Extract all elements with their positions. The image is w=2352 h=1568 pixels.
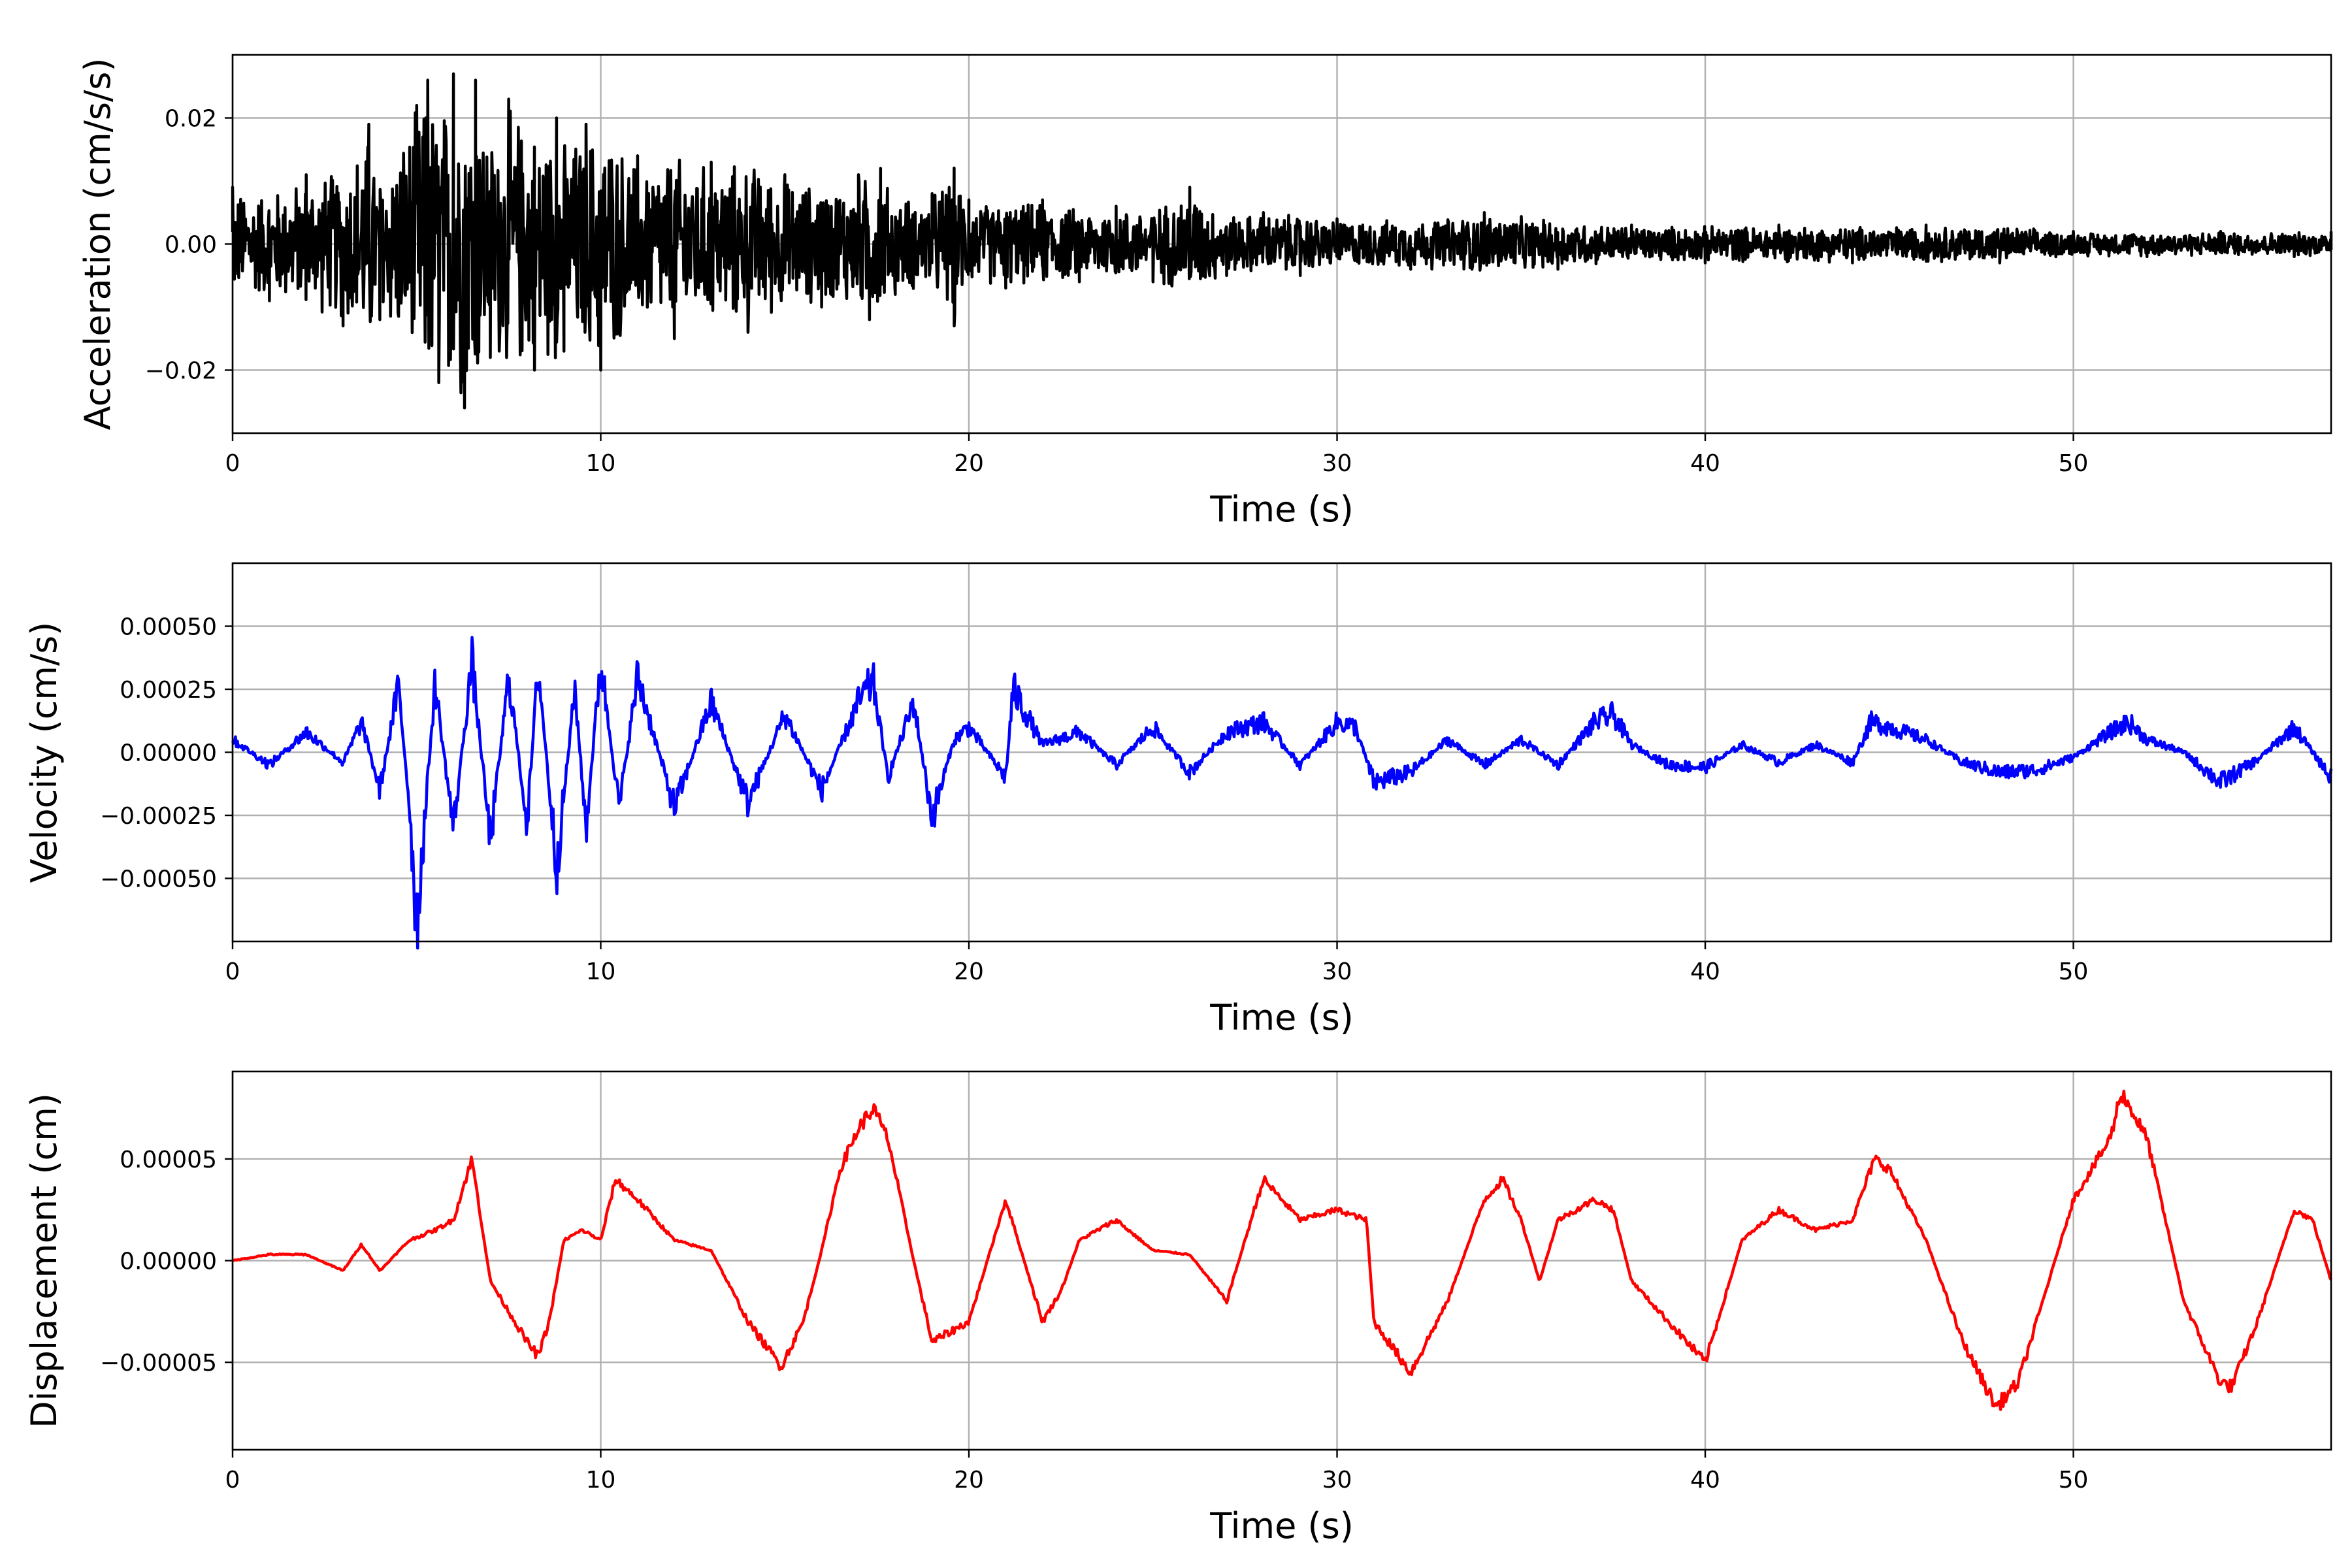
x-tick-label: 20 [954,958,984,985]
displacement-panel: 0 10 20 30 40 50 −0.00005 0.00000 0.00005 Time (s… [24,1070,2332,1546]
y-tick-label: −0.00025 [100,803,217,830]
x-tick-label: 40 [1690,450,1720,477]
x-axis-label: Time (s) [1209,1505,1354,1546]
x-tick-label: 10 [586,958,616,985]
displacement-series-line [232,1089,2332,1411]
velocity-panel: 0 10 20 30 40 50 −0.00050 −0.00025 0.00000 0.0002… [24,562,2333,1038]
x-tick-label: 20 [954,1467,984,1494]
y-axis-label: Displacement (cm) [24,1093,65,1428]
x-tick-label: 40 [1690,958,1720,985]
x-tick-label: 50 [2059,450,2089,477]
y-tick-label: 0.00 [165,232,217,259]
x-tick-label: 30 [1322,450,1352,477]
y-tick-label: 0.00005 [120,1147,217,1173]
grid [231,563,2331,941]
x-tick-label: 0 [225,1467,240,1494]
x-tick-label: 30 [1322,1467,1352,1494]
velocity-series-line [231,636,2333,950]
y-axis-label: Acceleration (cm/s/s) [77,58,118,431]
x-tick-label: 30 [1322,958,1352,985]
y-tick-label: 0.00000 [120,1249,217,1275]
y-tick-label: 0.00025 [120,677,217,704]
x-tick-label: 0 [225,958,240,985]
y-tick-label: 0.00050 [120,614,217,641]
grid [231,1071,2331,1450]
acceleration-series-line [231,72,2333,410]
x-axis-label: Time (s) [1209,997,1354,1038]
x-tick-label: 40 [1690,1467,1720,1494]
x-tick-label: 10 [586,450,616,477]
x-tick-label: 50 [2059,1467,2089,1494]
x-tick-label: 10 [586,1467,616,1494]
y-axis-label: Velocity (cm/s) [24,622,65,883]
y-tick-label: 0.02 [165,106,217,133]
x-tick-label: 50 [2059,958,2089,985]
y-tick-label: −0.00005 [100,1350,217,1377]
y-tick-label: −0.00050 [100,866,217,893]
x-tick-label: 20 [954,450,984,477]
y-tick-label: 0.00000 [120,740,217,767]
acceleration-panel: 0 10 20 30 40 50 −0.02 0.00 0.02 Time (s) Accelera… [77,54,2333,530]
y-tick-label: −0.02 [145,358,217,385]
x-axis-label: Time (s) [1209,489,1354,530]
x-tick-label: 0 [225,450,240,477]
